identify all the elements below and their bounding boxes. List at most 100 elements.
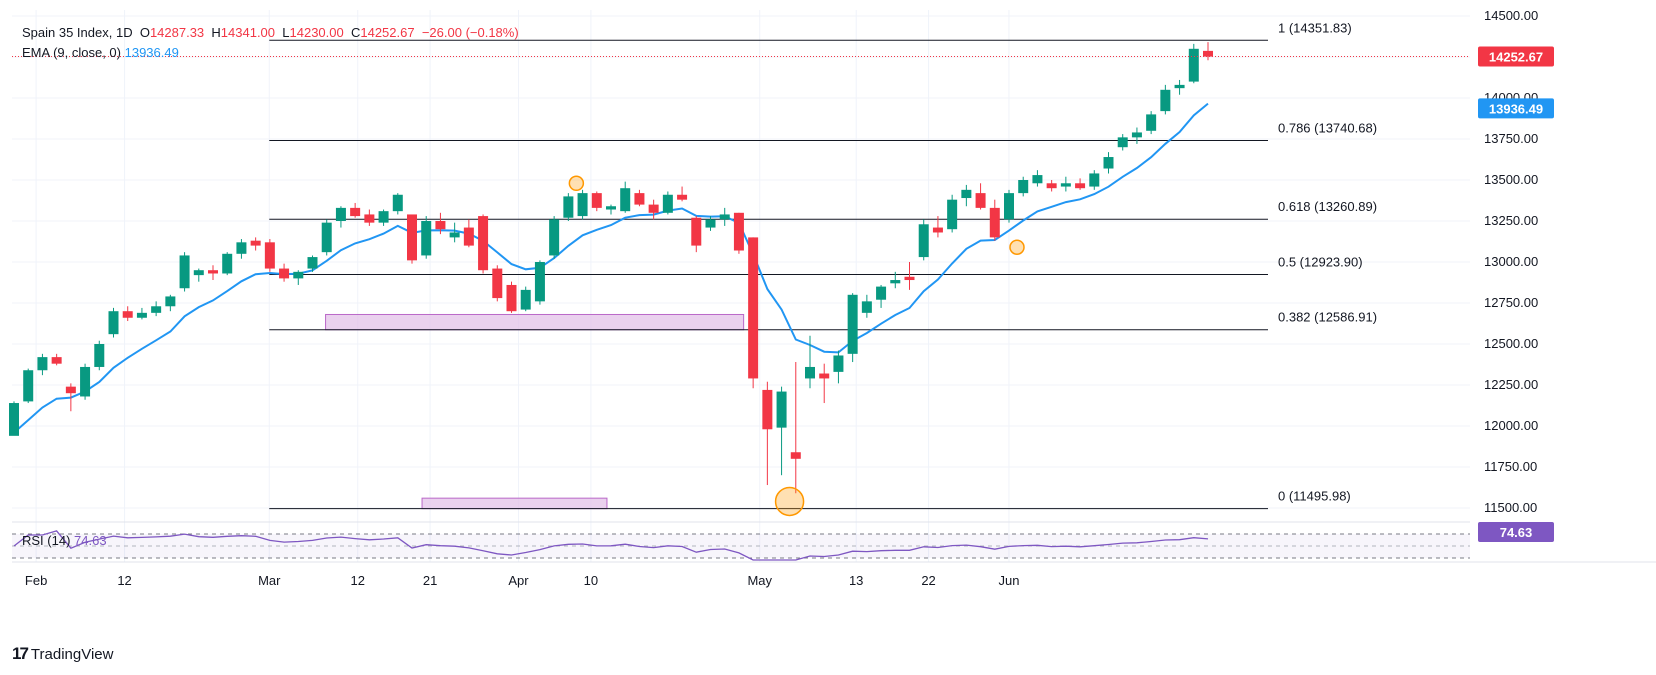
change-value: −26.00 (−0.18%) <box>421 25 519 40</box>
candle-body <box>421 221 432 256</box>
tradingview-brand[interactable]: 17 TradingView <box>12 644 113 664</box>
x-tick-label: 10 <box>584 573 598 588</box>
candle-body <box>691 217 702 246</box>
candle-body <box>634 193 645 205</box>
rsi-tag: 74.63 <box>1500 525 1533 540</box>
candle-body <box>961 189 972 199</box>
marker-circle <box>1009 239 1025 255</box>
candle-body <box>1146 114 1157 131</box>
candle-body <box>179 255 190 289</box>
rsi-line <box>13 530 1209 561</box>
candle-body <box>534 262 545 302</box>
candle-body <box>1046 183 1057 189</box>
candle-body <box>520 289 531 310</box>
rsi-label: RSI (14) <box>22 533 71 548</box>
x-tick-label: Apr <box>508 573 529 588</box>
candle-body <box>748 237 759 379</box>
candle-body <box>293 271 304 279</box>
x-tick-label: 12 <box>117 573 131 588</box>
y-tick-label: 13000.00 <box>1484 254 1538 269</box>
x-tick-label: Mar <box>258 573 281 588</box>
candle-body <box>677 194 688 200</box>
candle-body <box>648 204 659 213</box>
marker-circle <box>568 175 585 192</box>
ema-line <box>13 102 1209 434</box>
y-tick-label: 12750.00 <box>1484 295 1538 310</box>
candle-body <box>1103 157 1114 169</box>
candle-body <box>37 357 48 371</box>
y-tick-label: 14500.00 <box>1484 8 1538 23</box>
ema-price-tag: 13936.49 <box>1489 101 1543 116</box>
candle-body <box>193 270 204 276</box>
candle-body <box>364 214 375 223</box>
x-tick-label: 12 <box>350 573 364 588</box>
x-tick-label: 22 <box>921 573 935 588</box>
candle-body <box>264 242 275 269</box>
candle-body <box>620 188 631 212</box>
candle-body <box>819 373 830 379</box>
rsi-tag-bg <box>1478 522 1554 542</box>
y-tick-label: 11750.00 <box>1484 459 1537 474</box>
candle-body <box>918 224 929 258</box>
candle-body <box>1032 175 1043 184</box>
candle-body <box>904 276 915 281</box>
rsi-legend: RSI (14) 74.63 <box>22 533 107 548</box>
close-value: 14252.67 <box>360 25 415 40</box>
candle-body <box>1131 132 1142 138</box>
candle-body <box>506 284 517 312</box>
candle-body <box>222 253 233 274</box>
candle-body <box>1075 183 1086 189</box>
fib-label: 0.382 (12586.91) <box>1278 310 1377 325</box>
candle-body <box>250 240 261 246</box>
candle-body <box>65 386 76 394</box>
low-value: 14230.00 <box>289 25 344 40</box>
candle-body <box>492 268 503 299</box>
candle-body <box>122 311 133 318</box>
open-label: O <box>139 25 150 40</box>
y-tick-label: 13250.00 <box>1484 213 1538 228</box>
candle-body <box>549 219 560 256</box>
x-tick-label: Jun <box>998 573 1019 588</box>
candle-body <box>833 355 844 372</box>
candle-body <box>989 207 1000 238</box>
symbol-label: Spain 35 Index, 1D <box>22 25 133 40</box>
high-value: 14341.00 <box>220 25 276 40</box>
y-tick-label: 11500.00 <box>1484 500 1537 515</box>
x-tick-label: 21 <box>423 573 437 588</box>
candle-body <box>449 232 460 238</box>
candle-body <box>478 216 489 271</box>
candle-body <box>890 280 901 284</box>
fib-label: 0.618 (13260.89) <box>1278 199 1377 214</box>
close-label: C <box>350 25 361 40</box>
open-value: 14287.33 <box>149 25 205 40</box>
y-tick-label: 12500.00 <box>1484 336 1538 351</box>
candle-body <box>947 199 958 230</box>
fib-label: 1 (14351.83) <box>1278 20 1352 35</box>
candle-body <box>208 270 218 274</box>
candle-body <box>1117 137 1128 148</box>
candle-body <box>108 311 119 335</box>
candle-body <box>51 357 62 364</box>
candle-body <box>1089 173 1100 187</box>
candle-body <box>563 196 574 218</box>
tradingview-logo-icon: 17 <box>12 644 29 663</box>
candles <box>9 42 1213 494</box>
candle-body <box>733 212 744 251</box>
candle-body <box>762 389 773 430</box>
support-zone <box>421 497 608 510</box>
y-tick-label: 13750.00 <box>1484 131 1538 146</box>
candle-body <box>1174 84 1185 89</box>
candle-body <box>378 211 389 223</box>
candle-body <box>805 366 815 379</box>
candle-body <box>1004 193 1014 220</box>
candle-body <box>932 227 943 233</box>
candle-body <box>975 193 986 208</box>
candle-body <box>719 214 730 220</box>
candle-body <box>776 391 787 428</box>
candle-body <box>606 206 616 210</box>
candle-body <box>1018 180 1029 194</box>
rsi-value: 74.63 <box>74 533 107 548</box>
candle-body <box>876 286 887 300</box>
ema-label: EMA (9, close, 0) <box>22 45 121 60</box>
